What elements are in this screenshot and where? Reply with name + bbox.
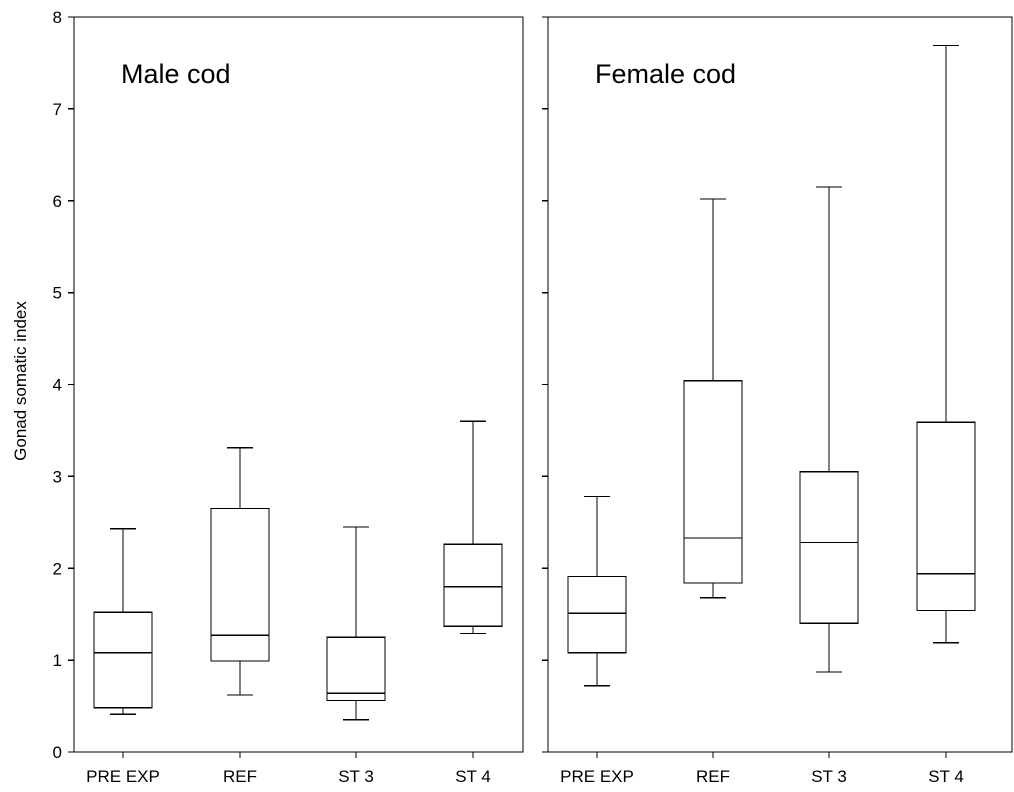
male-st-3-box <box>326 636 386 702</box>
y-tick-label: 5 <box>53 284 62 303</box>
female-st-4-box <box>916 421 976 612</box>
y-tick-label: 0 <box>53 743 62 762</box>
male-ref-box-group <box>210 447 270 696</box>
y-tick-label: 8 <box>53 8 62 27</box>
female-pre-exp-box-group <box>567 495 627 687</box>
y-tick-label: 3 <box>53 467 62 486</box>
female-st-4-box-group <box>916 44 976 644</box>
male-cod-panel: 0 1 2 3 4 5 6 7 8 Male cod PRE EXP REF ST 3 ST 4 <box>53 8 524 786</box>
male-st-3-box-group <box>326 526 386 721</box>
male-pre-exp-box <box>93 611 153 709</box>
female-ref-box <box>683 380 743 584</box>
y-tick-label: 6 <box>53 192 62 211</box>
axis-title-layer: Gonad somatic index <box>11 301 30 461</box>
female-st-3-box <box>799 471 859 625</box>
male-st-4-box-group <box>443 420 503 635</box>
female-x-tick-label: REF <box>696 767 730 786</box>
male-pre-exp-box-group <box>93 528 153 715</box>
male-ref-box <box>210 507 270 662</box>
female-x-tick-label: ST 3 <box>811 767 847 786</box>
female-x-tick-label: PRE EXP <box>560 767 634 786</box>
y-tick-label: 1 <box>53 651 62 670</box>
y-axis-title: Gonad somatic index <box>11 301 30 461</box>
female-panel-title: Female cod <box>595 59 736 89</box>
male-st-4-box <box>443 543 503 627</box>
y-tick-label: 4 <box>53 376 62 395</box>
male-x-tick-label: ST 4 <box>455 767 491 786</box>
male-x-tick-label: ST 3 <box>338 767 374 786</box>
female-st-3-box-group <box>799 186 859 673</box>
male-panel-title: Male cod <box>121 59 231 89</box>
female-pre-exp-box <box>567 575 627 654</box>
male-x-tick-label: PRE EXP <box>86 767 160 786</box>
female-cod-panel: Female cod PRE EXP REF ST 3 ST 4 <box>542 16 1013 786</box>
male-x-tick-label: REF <box>223 767 257 786</box>
y-tick-label: 7 <box>53 100 62 119</box>
female-ref-box-group <box>683 198 743 599</box>
y-tick-label: 2 <box>53 559 62 578</box>
female-x-tick-label: ST 4 <box>928 767 964 786</box>
